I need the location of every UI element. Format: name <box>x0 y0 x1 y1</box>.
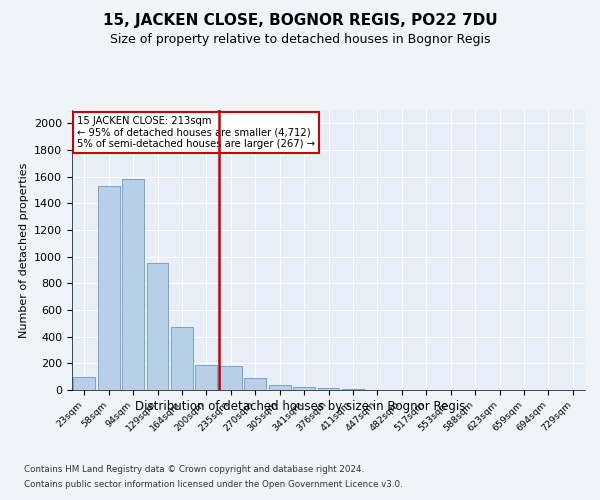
Text: Contains public sector information licensed under the Open Government Licence v3: Contains public sector information licen… <box>24 480 403 489</box>
Bar <box>171 328 193 390</box>
Bar <box>146 264 169 390</box>
Bar <box>73 376 95 390</box>
Bar <box>269 386 290 390</box>
Bar <box>98 186 119 390</box>
Text: Distribution of detached houses by size in Bognor Regis: Distribution of detached houses by size … <box>135 400 465 413</box>
Text: Contains HM Land Registry data © Crown copyright and database right 2024.: Contains HM Land Registry data © Crown c… <box>24 465 364 474</box>
Text: 15, JACKEN CLOSE, BOGNOR REGIS, PO22 7DU: 15, JACKEN CLOSE, BOGNOR REGIS, PO22 7DU <box>103 12 497 28</box>
Bar <box>244 378 266 390</box>
Bar <box>122 180 144 390</box>
Y-axis label: Number of detached properties: Number of detached properties <box>19 162 29 338</box>
Bar <box>317 388 340 390</box>
Text: Size of property relative to detached houses in Bognor Regis: Size of property relative to detached ho… <box>110 32 490 46</box>
Bar <box>342 388 364 390</box>
Bar <box>220 366 242 390</box>
Text: 15 JACKEN CLOSE: 213sqm
← 95% of detached houses are smaller (4,712)
5% of semi-: 15 JACKEN CLOSE: 213sqm ← 95% of detache… <box>77 116 315 149</box>
Bar <box>293 386 315 390</box>
Bar <box>196 364 217 390</box>
